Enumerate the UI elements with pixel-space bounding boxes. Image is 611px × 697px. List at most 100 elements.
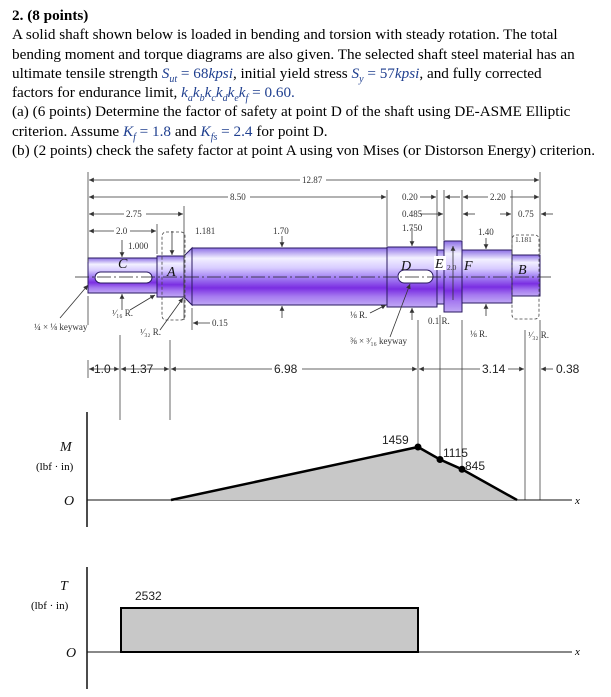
dim-bottom-3: 6.98: [274, 362, 298, 376]
text: factors for endurance limit,: [12, 84, 182, 102]
text: , initial yield stress: [232, 64, 352, 82]
problem-line: factors for endurance limit, kakbkckdkek…: [12, 83, 607, 105]
dim-overall: 12.87: [302, 175, 323, 185]
dim-bottom-1: 1.0: [94, 362, 111, 376]
dim-bottom-2: 1.37: [130, 362, 154, 376]
detail-boxes: [161, 231, 540, 321]
k-value: = 0.60.: [248, 84, 295, 102]
sy-unit: kpsi: [394, 64, 420, 82]
kfs-value: = 2.4: [217, 122, 253, 140]
moment-label-1115: 1115: [443, 446, 468, 460]
moment-label-845: 845: [465, 459, 485, 473]
dimension-labels: 12.87 8.50 2.75 2.0 1.000 1.181 1.70 0.2…: [34, 174, 580, 376]
dim-bottom-5: 0.38: [556, 362, 580, 376]
dim-collar: 2.0: [447, 263, 457, 272]
kf-symbol: K: [122, 122, 134, 140]
point-d: D: [400, 259, 411, 274]
problem-line: A solid shaft shown below is loaded in b…: [12, 26, 558, 44]
moment-label-1459: 1459: [382, 433, 409, 447]
moment-origin: O: [64, 494, 74, 509]
dim-dia-a: 1.181: [195, 226, 215, 236]
dim-020: 0.20: [402, 192, 418, 202]
kfs-sub: fs: [210, 131, 218, 143]
sut-sub: ut: [169, 73, 178, 85]
dim-bottom-4: 3.14: [482, 362, 506, 376]
problem-line: (a) (6 points) Determine the factor of s…: [12, 103, 571, 121]
point-a: A: [166, 265, 176, 280]
k-factors: kakbkckdkekf: [181, 84, 249, 105]
section-f: [461, 249, 513, 304]
sut-unit: kpsi: [208, 64, 233, 82]
sut-value: = 68: [177, 64, 209, 82]
problem-statement: 2. (8 points) A solid shaft shown below …: [12, 6, 607, 160]
k-symbol: k: [192, 84, 200, 102]
note-r16: ¹⁄₁₆ R.: [112, 308, 133, 318]
dim-20: 2.0: [116, 226, 128, 236]
note-keyway-c: ¼ × ⅛ keyway: [34, 322, 88, 332]
sy-symbol: S: [351, 64, 360, 82]
dim-220: 2.20: [490, 192, 506, 202]
problem-line: (b) (2 points) check the safety factor a…: [12, 142, 596, 160]
moment-axis-label: M: [59, 440, 73, 455]
k-symbol: k: [181, 84, 188, 102]
k-sub: c: [211, 93, 216, 105]
torque-x-label: x: [574, 646, 580, 658]
dim-850: 8.50: [230, 192, 246, 202]
moment-point: [414, 443, 422, 451]
section-a: [156, 255, 185, 298]
torque-axis-label: T: [60, 579, 69, 594]
text: criterion. Assume: [12, 122, 123, 140]
dim-dia-b: 1.181: [515, 235, 532, 244]
moment-point: [458, 465, 466, 473]
note-keyway-d: ⅜ × ³⁄₁₆ keyway: [350, 336, 408, 346]
moment-x-label: x: [574, 495, 580, 507]
k-sub: d: [222, 93, 228, 105]
keyway-d: [397, 269, 434, 284]
section-b: [511, 254, 541, 297]
dim-dia-f: 1.40: [478, 227, 494, 237]
text: and: [171, 122, 201, 140]
k-symbol: k: [238, 84, 246, 102]
moment-unit: (lbf · in): [36, 461, 74, 473]
k-sub: a: [187, 93, 193, 105]
extension-lines: [87, 172, 541, 500]
note-r01: 0.1 R.: [428, 316, 450, 326]
section-main: [191, 247, 388, 306]
k-symbol: k: [215, 84, 223, 102]
kf-sub: f: [133, 131, 136, 143]
moment-point: [436, 455, 444, 463]
moment-diagram: M (lbf · in) O x 1459 1115 845: [36, 412, 580, 527]
dim-dia-d: 1.750: [402, 223, 423, 233]
k-sub: f: [245, 93, 249, 105]
torque-diagram: T (lbf · in) O x 2532: [31, 567, 580, 689]
point-e: E: [434, 257, 444, 272]
point-b: B: [518, 263, 527, 278]
dim-0485: 0.485: [402, 209, 423, 219]
torque-area: [120, 607, 419, 653]
shaft: [87, 240, 541, 313]
point-c: C: [118, 257, 128, 272]
sy-value: = 57: [363, 64, 395, 82]
dim-dia-main: 1.70: [273, 226, 289, 236]
text: , and fully corrected: [419, 64, 542, 82]
keyway-c: [94, 271, 153, 284]
note-r32-a: ¹⁄₃₂ R.: [140, 327, 161, 337]
text: for point D.: [252, 122, 328, 140]
sut-symbol: S: [161, 64, 170, 82]
problem-line: criterion. Assume Kf = 1.8 and Kfs = 2.4…: [12, 122, 607, 143]
kfs-symbol: K: [200, 122, 211, 140]
text: ultimate tensile strength: [12, 64, 162, 82]
problem-line: ultimate tensile strength Sut = 68kpsi, …: [12, 64, 607, 85]
k-symbol: k: [227, 84, 235, 102]
note-r32-b: ¹⁄₃₂ R.: [528, 330, 549, 340]
note-r8-d: ⅛ R.: [350, 310, 367, 320]
problem-title: 2. (8 points): [12, 7, 89, 24]
torque-unit: (lbf · in): [31, 600, 69, 612]
k-symbol: k: [204, 84, 212, 102]
k-sub: e: [234, 93, 239, 105]
moment-area: [171, 447, 517, 500]
problem-line: bending moment and torque diagrams are a…: [12, 45, 575, 63]
dim-275: 2.75: [126, 209, 142, 219]
note-r8-f: ⅛ R.: [470, 329, 487, 339]
